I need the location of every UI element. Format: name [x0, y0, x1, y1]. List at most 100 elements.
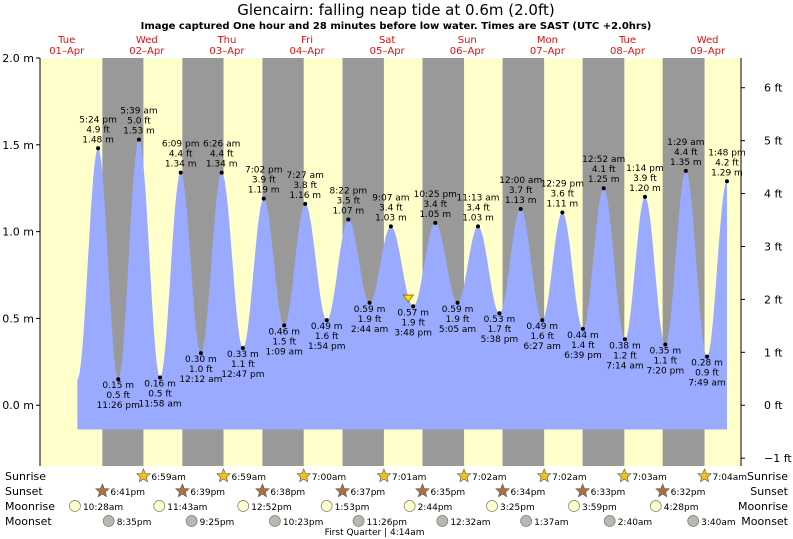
- sunset-time: 6:39pm: [190, 488, 225, 498]
- tide-label: 0.53 m: [484, 315, 516, 325]
- chart-title: Glencairn: falling neap tide at 0.6m (2.…: [237, 1, 554, 19]
- tide-label: 1.07 m: [333, 206, 365, 216]
- sunrise-time: 7:01am: [392, 473, 427, 483]
- tide-label: 1.16 m: [289, 191, 321, 201]
- sunrise-icon: [376, 468, 392, 483]
- tide-label: 5:05 am: [439, 325, 476, 335]
- tide-label: 0.30 m: [185, 355, 217, 365]
- tide-area: [77, 139, 727, 430]
- sunrise-time: 7:03am: [632, 473, 667, 483]
- right-tick-label: 3 ft: [764, 240, 783, 253]
- tide-label: 8:22 pm: [330, 186, 368, 196]
- high-tide-point: [219, 170, 224, 175]
- tide-label: 1.05 m: [419, 210, 451, 220]
- day-label-dow: Mon: [537, 35, 558, 46]
- tide-label: 0.16 m: [144, 379, 176, 389]
- day-label-date: 05–Apr: [370, 46, 406, 57]
- moonset-time: 9:25pm: [200, 518, 235, 528]
- sunset-row-label: Sunset: [5, 485, 43, 498]
- tide-label: 1.13 m: [505, 196, 537, 206]
- low-tide-point: [240, 345, 245, 350]
- moonrise-time: 12:52pm: [251, 503, 291, 513]
- low-tide-point: [497, 311, 502, 316]
- moonrise-icon: [69, 500, 81, 512]
- right-tick-label: 1 ft: [764, 346, 783, 359]
- left-tick-label: 0.0 m: [2, 399, 34, 412]
- low-tide-point: [282, 323, 287, 328]
- tide-label: 1.9 ft: [401, 318, 425, 328]
- sunrise-row-label-right: Sunrise: [747, 470, 788, 483]
- tide-label: 3.6 ft: [550, 190, 574, 200]
- tide-label: 0.15 m: [102, 381, 134, 391]
- tide-label: 12:00 am: [499, 176, 542, 186]
- day-label-dow: Sat: [379, 35, 395, 46]
- sunset-time: 6:33pm: [591, 488, 626, 498]
- tide-label: 4.2 ft: [715, 158, 739, 168]
- moonrise-time: 2:44pm: [418, 503, 453, 513]
- tide-label: 6:09 pm: [162, 140, 200, 150]
- sunset-time: 6:41pm: [110, 488, 145, 498]
- tide-label: 1.03 m: [375, 213, 407, 223]
- sunrise-icon: [456, 468, 472, 483]
- low-tide-point: [116, 377, 121, 382]
- left-tick-label: 0.5 m: [2, 312, 34, 325]
- low-tide-point: [622, 337, 627, 342]
- day-label-date: 08–Apr: [610, 46, 646, 57]
- tide-label: 1.11 m: [547, 200, 579, 210]
- tide-label: 5:39 am: [120, 107, 157, 117]
- tide-label: 12:29 pm: [541, 180, 584, 190]
- sunset-icon: [335, 483, 350, 498]
- sunrise-icon: [697, 468, 712, 483]
- tide-label: 1.34 m: [206, 160, 238, 170]
- tide-label: 4.4 ft: [210, 150, 234, 160]
- sunrise-icon: [136, 468, 151, 483]
- tide-label: 5.0 ft: [127, 117, 151, 127]
- moonset-time: 12:32am: [450, 518, 490, 528]
- tide-label: 0.59 m: [354, 305, 386, 315]
- sunrise-time: 7:00am: [312, 473, 347, 483]
- moonrise-time: 1:53pm: [335, 503, 370, 513]
- tide-label: 1.6 ft: [530, 332, 554, 342]
- day-label-dow: Sun: [458, 35, 477, 46]
- sunrise-icon: [616, 468, 632, 483]
- high-tide-point: [642, 194, 647, 199]
- tide-label: 5:24 pm: [79, 115, 117, 125]
- day-label-dow: Thu: [217, 35, 237, 46]
- high-tide-point: [96, 146, 101, 151]
- moonset-time: 11:26pm: [367, 518, 407, 528]
- sunset-icon: [255, 483, 270, 498]
- moonset-icon: [603, 515, 616, 527]
- day-label-dow: Wed: [136, 35, 158, 46]
- moonrise-time: 3:25pm: [500, 503, 535, 513]
- day-label-date: 03–Apr: [209, 46, 245, 57]
- tide-label: 3.4 ft: [423, 200, 447, 210]
- tide-label: 1:29 am: [667, 138, 704, 148]
- day-label-date: 02–Apr: [129, 46, 165, 57]
- moonset-icon: [436, 515, 449, 527]
- tide-label: 0.5 ft: [148, 389, 172, 399]
- tide-label: 1:09 am: [266, 347, 303, 357]
- tide-label: 0.46 m: [268, 327, 300, 337]
- moonrise-time: 10:28am: [83, 503, 123, 513]
- sunset-icon: [174, 483, 190, 498]
- tide-label: 11:58 am: [139, 399, 182, 409]
- day-labels: Tue01–AprWed02–AprThu03–AprFri04–AprSat0…: [49, 35, 726, 57]
- tide-label: 1.03 m: [462, 213, 494, 223]
- tide-label: 1.29 m: [711, 168, 743, 178]
- moonset-icon: [185, 515, 198, 527]
- tide-label: 7:02 pm: [245, 166, 283, 176]
- high-tide-point: [388, 224, 393, 229]
- high-tide-point: [601, 186, 606, 191]
- tide-label: 1.5 ft: [272, 337, 296, 347]
- sunrise-icon: [296, 468, 312, 483]
- sun-moon-table: Sunrise Sunset Moonrise Moonset Sunrise …: [5, 468, 789, 538]
- moonrise-time: 4:28pm: [664, 503, 699, 513]
- right-tick-label: 5 ft: [764, 135, 783, 148]
- sunrise-time: 7:02am: [552, 473, 587, 483]
- moonset-icon: [352, 515, 365, 527]
- tide-label: 12:12 am: [179, 375, 222, 385]
- high-tide-point: [303, 201, 308, 206]
- day-label-date: 09–Apr: [690, 46, 726, 57]
